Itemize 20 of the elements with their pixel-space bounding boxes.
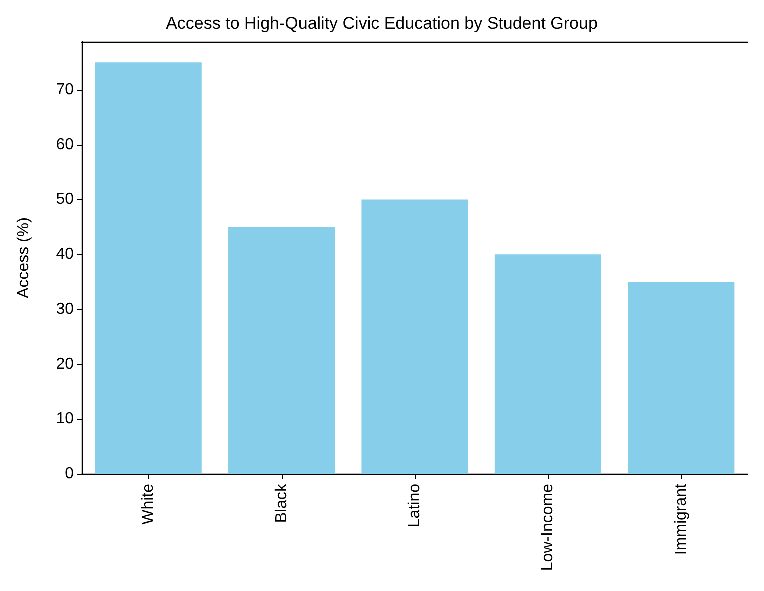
y-tick-label: 40	[56, 246, 74, 264]
x-tick-label: Immigrant	[672, 483, 690, 556]
x-tick-label: Black	[273, 483, 290, 524]
bar	[228, 227, 336, 474]
bar	[494, 254, 602, 474]
y-tick-label: 50	[56, 191, 74, 208]
bar	[95, 62, 202, 474]
y-tick-label: 60	[56, 136, 74, 154]
x-tick-label: Latino	[406, 484, 424, 528]
y-tick-label: 30	[56, 300, 74, 318]
bar	[362, 200, 468, 474]
x-tick-label: Low-Income	[540, 484, 557, 572]
y-tick-label: 70	[56, 82, 74, 98]
y-tick-label: 0	[65, 466, 74, 482]
bar	[628, 282, 735, 474]
y-tick-label: 10	[56, 410, 74, 428]
chart-title: Access to High-Quality Civic Education by Student Group	[166, 14, 598, 33]
y-tick-label: 20	[56, 356, 74, 373]
y-axis-title: Access (%)	[16, 218, 32, 298]
x-tick-label: White	[140, 484, 158, 525]
